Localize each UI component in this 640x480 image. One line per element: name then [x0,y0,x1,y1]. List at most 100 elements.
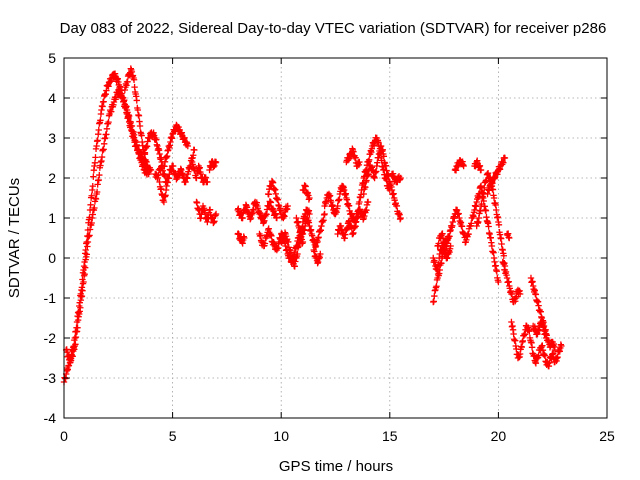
data-segment [310,246,324,267]
data-point-interp [88,192,95,199]
data-point-interp [468,220,475,227]
data-point-interp [77,304,84,311]
data-point-interp [365,156,373,163]
data-point-interp [181,178,189,186]
data-point-interp [78,292,86,300]
data-point-interp [99,103,106,110]
data-point-interp [493,268,500,275]
data-point-interp [79,280,87,287]
data-segment [234,230,248,247]
axis-ticks [63,57,608,419]
data-point-interp [459,161,467,169]
data-point-interp [166,142,174,149]
data-point-interp [125,112,133,120]
data-point-interp [163,152,171,160]
data-point-interp [497,235,505,242]
data-point-interp [518,343,525,351]
data-point-interp [83,251,91,258]
data-point-interp [277,207,284,214]
data-point-interp [435,240,442,247]
data-point-interp [105,112,113,119]
data-point-interp [90,173,97,180]
data-point-interp [477,183,484,191]
data-segment [60,70,155,386]
data-point-interp [190,163,197,171]
data-point-interp [496,231,504,238]
data-point-interp [528,344,536,351]
grid-lines [64,58,607,418]
data-point-interp [262,212,269,220]
data-point-interp [75,313,82,320]
data-point-interp [512,337,519,344]
data-point-interp [64,366,72,373]
plot-frame [63,57,608,419]
data-point-interp [285,238,292,246]
data-point-interp [84,243,91,250]
data-point-interp [507,287,515,295]
data-segment [388,170,404,186]
data-point-interp [433,283,440,290]
data-point-interp [508,290,516,298]
data-point-interp [92,195,100,203]
data-point-interp [495,221,503,229]
data-point-interp [124,78,131,85]
data-point-interp [281,229,289,236]
data-point-interp [90,166,98,174]
data-point-interp [557,341,565,348]
data-segment [499,258,524,306]
data-point-interp [431,292,438,300]
data-point-interp [499,246,506,253]
data-segment [434,230,452,250]
data-segment [484,154,509,198]
data-segment [121,65,150,166]
data-point-interp [498,240,505,248]
data-segment [293,206,313,238]
data-point-interp [396,176,404,183]
data-segment [451,156,467,174]
data-point-interp [541,352,549,360]
data-point-interp [294,218,302,225]
data-point-interp [168,135,176,142]
data-point-interp [368,145,376,152]
data-point-interp [526,328,533,335]
data-point-interp [548,351,556,358]
data-point-interp [320,211,328,219]
data-point-interp [270,185,278,192]
data-point-interp [105,118,112,126]
data-point-interp [470,209,478,216]
y-tick-label: -1 [44,290,57,306]
data-point-interp [273,214,280,221]
data-point-interp [130,76,138,83]
data-point-interp [177,165,184,173]
data-point-interp [87,201,94,209]
data-point-interp [194,205,202,212]
data-segment [156,174,172,206]
data-point-interp [479,193,486,200]
data-point-interp [444,235,452,242]
data-point-interp [130,131,138,139]
data-point-interp [100,98,107,105]
data-point-interp [103,131,110,138]
data-point-interp [355,161,363,169]
data-point-interp [301,214,308,222]
data-point-interp [516,353,523,361]
data-point-interp [128,122,136,130]
x-tick-label: 0 [60,428,68,444]
data-point-interp [307,226,315,233]
data-point-interp [433,276,441,284]
data-point-interp [516,287,523,294]
data-point-interp [485,223,492,230]
data-point-interp [370,142,378,149]
data-point-interp [377,143,384,150]
data-point-interp [94,137,101,144]
data-point-interp [373,168,380,175]
data-point-interp [494,213,502,221]
data-point-interp [351,224,358,231]
data-point-interp [92,145,100,153]
data-point-interp [108,77,115,85]
data-point-interp [457,219,465,226]
data-point-interp [488,239,495,246]
data-point-interp [101,135,108,142]
data-point-interp [114,75,121,82]
x-tick-label: 5 [169,428,177,444]
